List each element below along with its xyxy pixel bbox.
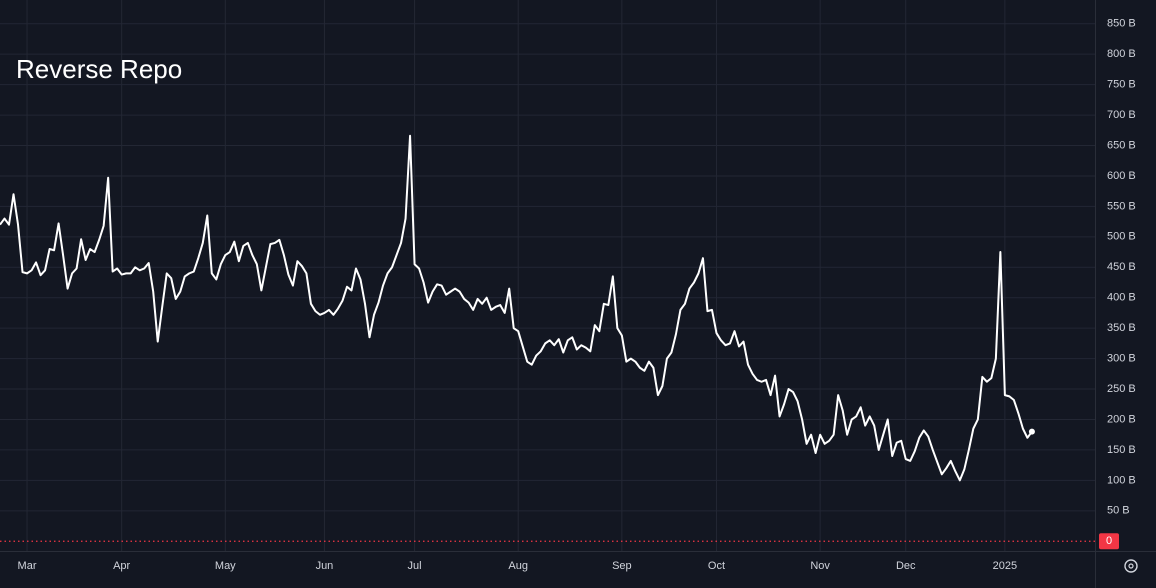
y-tick-label: 700 B <box>1107 109 1136 121</box>
y-tick-label: 250 B <box>1107 383 1136 395</box>
x-tick-label: Jun <box>316 560 334 572</box>
y-tick-label: 800 B <box>1107 48 1136 60</box>
y-tick-label: 850 B <box>1107 18 1136 30</box>
x-tick-label: Aug <box>508 560 528 572</box>
y-tick-label: 600 B <box>1107 170 1136 182</box>
x-tick-label: Jul <box>408 560 422 572</box>
y-tick-label: 550 B <box>1107 200 1136 212</box>
y-tick-label: 400 B <box>1107 292 1136 304</box>
y-tick-label: 100 B <box>1107 474 1136 486</box>
y-tick-label: 300 B <box>1107 353 1136 365</box>
last-point <box>1028 428 1035 435</box>
y-tick-label: 450 B <box>1107 261 1136 273</box>
settings-icon[interactable] <box>1124 559 1138 573</box>
x-tick-label: Sep <box>612 560 632 572</box>
settings-gear[interactable] <box>1124 559 1138 573</box>
y-tick-label: 650 B <box>1107 139 1136 151</box>
y-tick-label: 50 B <box>1107 505 1130 517</box>
baseline-badge <box>1099 533 1119 550</box>
x-tick-label: Nov <box>810 560 830 572</box>
plot <box>0 134 1035 482</box>
x-tick-label: Apr <box>113 560 130 572</box>
x-tick-label: 2025 <box>993 560 1017 572</box>
y-tick-label: 200 B <box>1107 413 1136 425</box>
series-line <box>0 134 1033 482</box>
x-tick-label: May <box>215 560 236 572</box>
x-tick-label: Oct <box>708 560 725 572</box>
grid <box>0 0 1095 551</box>
x-tick-label: Mar <box>18 560 37 572</box>
chart-title: Reverse Repo <box>16 54 182 84</box>
y-tick-label: 150 B <box>1107 444 1136 456</box>
y-tick-label: 350 B <box>1107 322 1136 334</box>
y-tick-label: 500 B <box>1107 231 1136 243</box>
baseline-label: 0 <box>1106 535 1112 547</box>
x-tick-label: Dec <box>896 560 916 572</box>
settings-hub[interactable] <box>1128 563 1134 569</box>
y-tick-label: 750 B <box>1107 79 1136 91</box>
